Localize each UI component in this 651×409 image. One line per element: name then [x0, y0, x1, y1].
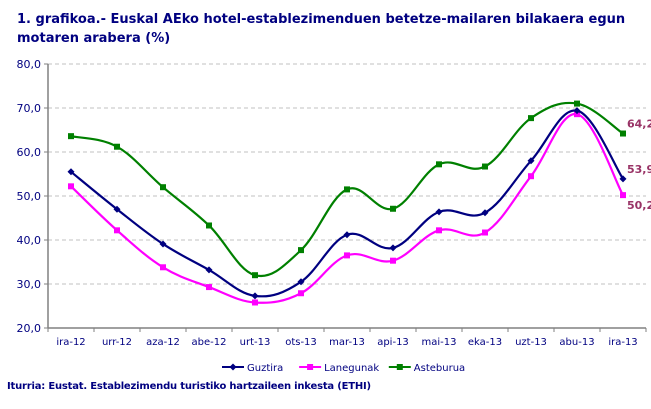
x-axis: ira-12 urr-12 aza-12 abe-12 urt-13 ots-13 mar-… — [47, 327, 647, 348]
square-marker — [436, 161, 442, 168]
diamond-marker — [343, 231, 351, 239]
legend-label: Lanegunak — [324, 363, 379, 374]
square-marker — [298, 247, 304, 254]
square-marker — [396, 364, 403, 370]
square-marker — [68, 133, 74, 140]
y-axis: 20,0 30,0 40,0 50,0 60,0 70,0 80,0 — [17, 58, 49, 335]
chart-title: 1. grafikoa.- Euskal AEko hotel-establez… — [17, 12, 626, 46]
series-line — [70, 113, 624, 304]
diamond-marker — [573, 107, 581, 115]
y-tick-label: 20,0 — [17, 322, 42, 335]
y-tick-label: 80,0 — [17, 58, 42, 71]
y-tick-label: 70,0 — [17, 102, 42, 115]
data-label: 64,2 — [627, 118, 651, 131]
square-marker — [620, 192, 626, 199]
square-marker — [528, 173, 534, 180]
square-marker — [574, 111, 580, 118]
diamond-marker — [159, 240, 167, 248]
square-marker — [298, 290, 304, 297]
x-tick-label: ots-13 — [285, 337, 317, 348]
square-marker — [574, 100, 580, 107]
x-tick-label: abu-13 — [559, 337, 594, 348]
y-tick-label: 30,0 — [17, 278, 42, 291]
diamond-marker — [205, 266, 213, 274]
square-marker — [344, 252, 350, 259]
square-marker — [390, 205, 396, 212]
series-line — [70, 109, 624, 298]
diamond-marker — [297, 278, 305, 286]
legend-item-lanegunak: Lanegunak — [299, 363, 379, 374]
y-tick-label: 60,0 — [17, 146, 42, 159]
x-tick-label: urr-12 — [102, 337, 132, 348]
x-tick-label: uzt-13 — [515, 337, 547, 348]
series-lanegunak — [68, 111, 626, 306]
diamond-marker — [229, 363, 237, 371]
legend-item-asteburua: Asteburua — [388, 363, 465, 374]
square-marker — [206, 284, 212, 291]
x-tick-label: ira-12 — [56, 337, 85, 348]
data-series — [67, 100, 627, 306]
square-marker — [252, 299, 258, 306]
square-marker — [528, 115, 534, 122]
legend-item-guztira: Guztira — [222, 363, 283, 374]
square-marker — [160, 184, 166, 191]
data-label: 50,2 — [627, 199, 651, 212]
diamond-marker — [527, 157, 535, 165]
square-marker — [206, 222, 212, 229]
square-marker — [160, 264, 166, 271]
diamond-marker — [435, 208, 443, 216]
x-tick-label: mai-13 — [422, 337, 457, 348]
square-marker — [482, 163, 488, 170]
diamond-marker — [389, 244, 397, 252]
diamond-marker — [251, 292, 259, 300]
x-tick-label: api-13 — [377, 337, 409, 348]
source-note: Iturria: Eustat. Establezimendu turistik… — [7, 381, 371, 392]
x-tick-label: aza-12 — [146, 337, 180, 348]
legend: Guztira Lanegunak Asteburua — [222, 363, 465, 374]
square-marker — [252, 272, 258, 279]
diamond-marker — [67, 168, 75, 176]
gridlines — [48, 63, 646, 285]
x-tick-label: eka-13 — [468, 337, 502, 348]
diamond-marker — [481, 209, 489, 217]
square-marker — [482, 229, 488, 236]
x-tick-label: urt-13 — [240, 337, 271, 348]
x-tick-label: ira-13 — [608, 337, 637, 348]
square-marker — [114, 143, 120, 150]
square-marker — [114, 227, 120, 234]
series-guztira — [67, 107, 627, 300]
legend-label: Guztira — [247, 363, 283, 374]
square-marker — [620, 130, 626, 137]
square-marker — [344, 186, 350, 193]
series-asteburua — [68, 100, 626, 279]
x-tick-label: abe-12 — [192, 337, 227, 348]
square-marker — [68, 183, 74, 190]
legend-label: Asteburua — [414, 363, 465, 374]
y-tick-label: 40,0 — [17, 234, 42, 247]
diamond-marker — [619, 175, 627, 183]
data-labels: 64,2 53,9 50,2 — [627, 118, 651, 213]
x-tick-label: mar-13 — [329, 337, 365, 348]
y-tick-label: 50,0 — [17, 190, 42, 203]
square-marker — [436, 227, 442, 234]
square-marker — [307, 364, 314, 370]
data-label: 53,9 — [627, 163, 651, 176]
square-marker — [390, 257, 396, 264]
diamond-marker — [113, 205, 121, 213]
